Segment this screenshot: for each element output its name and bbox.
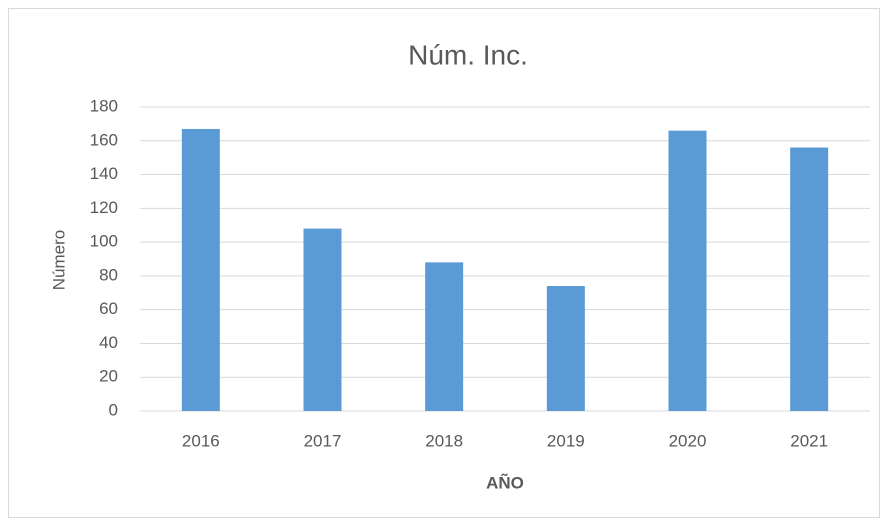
- bar: [181, 128, 220, 411]
- y-tick-label: 40: [99, 333, 118, 352]
- y-tick-label: 140: [90, 164, 118, 183]
- x-axis-title: AÑO: [486, 472, 524, 492]
- x-tick-label: 2017: [304, 431, 342, 450]
- y-tick-label: 160: [90, 130, 118, 149]
- y-tick-label: 80: [99, 265, 118, 284]
- bar: [546, 286, 585, 411]
- x-tick-label: 2020: [669, 431, 707, 450]
- bar: [425, 262, 464, 411]
- y-tick-label: 100: [90, 232, 118, 251]
- chart-title: Núm. Inc.: [408, 39, 528, 70]
- x-tick-label: 2021: [790, 431, 828, 450]
- x-tick-label: 2016: [182, 431, 220, 450]
- bar: [668, 130, 707, 411]
- y-tick-label: 120: [90, 198, 118, 217]
- y-tick-label: 0: [109, 400, 118, 419]
- x-tick-label: 2019: [547, 431, 585, 450]
- y-axis-title: Número: [49, 230, 68, 290]
- x-tick-label: 2018: [425, 431, 463, 450]
- bar: [303, 228, 342, 411]
- y-tick-label: 60: [99, 299, 118, 318]
- bar: [790, 147, 829, 412]
- y-tick-label: 180: [90, 96, 118, 115]
- y-tick-label: 20: [99, 367, 118, 386]
